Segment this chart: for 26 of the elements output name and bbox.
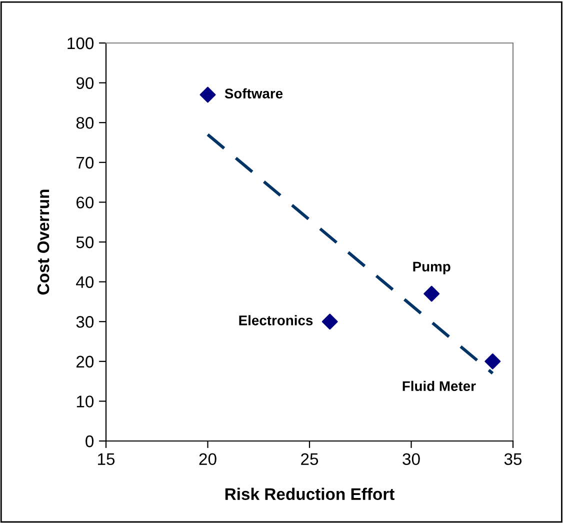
y-tick-label: 30 (76, 316, 94, 328)
x-tick-label: 20 (199, 453, 216, 466)
y-tick-label: 0 (86, 435, 94, 448)
point (322, 314, 338, 330)
annotation: Fluid Meter (402, 380, 476, 392)
y-tick-label: 70 (76, 156, 94, 169)
y-tick-label: 50 (76, 236, 94, 248)
y-tick-label: 10 (76, 396, 94, 408)
y-tick-label: 60 (76, 196, 94, 208)
annotation: Electronics (239, 315, 313, 326)
y-tick-label: 100 (68, 37, 94, 50)
annotation: Pump (413, 262, 450, 274)
y-tick-label: 20 (76, 356, 94, 368)
point (200, 86, 216, 103)
x-axis-title: Risk Reduction Effort (225, 488, 394, 500)
point (484, 353, 501, 370)
x-tick-label: 35 (504, 453, 522, 466)
x-tick-label: 30 (402, 453, 420, 466)
y-tick-label: 90 (76, 77, 94, 90)
y-axis-title: Cost Overrun (37, 190, 50, 295)
point (424, 286, 440, 302)
y-tick-label: 40 (76, 276, 94, 288)
y-tick-label: 80 (76, 117, 94, 129)
x-tick-label: 15 (98, 453, 115, 466)
x-tick-label: 25 (301, 453, 318, 466)
annotation: Software (224, 88, 283, 98)
